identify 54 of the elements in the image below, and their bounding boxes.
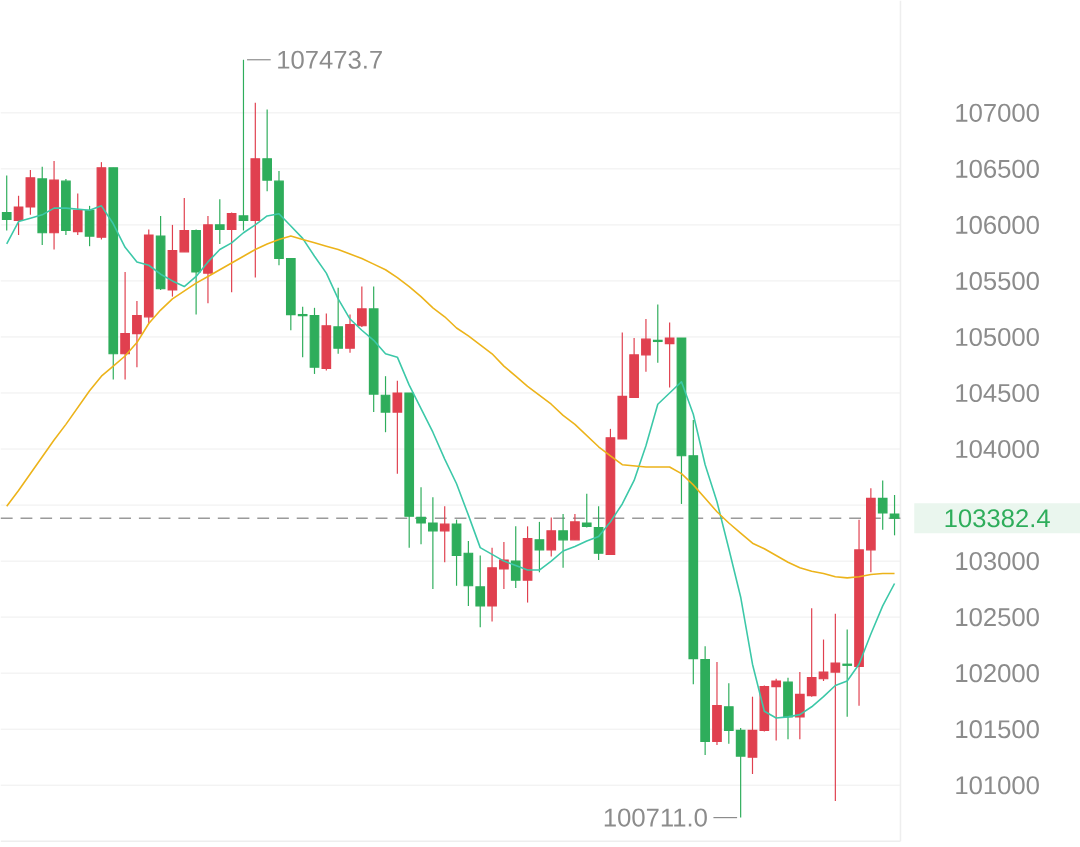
y-tick-label: 103000 <box>956 551 1039 571</box>
candlestick <box>546 516 557 558</box>
candlestick <box>558 513 568 569</box>
candlestick <box>226 211 237 293</box>
ref-line-label: 103382.4 <box>945 509 1050 528</box>
annotation: 107473.7 <box>278 50 382 69</box>
y-tick-label: 106500 <box>956 159 1039 178</box>
y-tick-label: 102500 <box>956 607 1039 627</box>
candlestick <box>238 59 249 232</box>
y-tick-label: 101500 <box>956 720 1039 739</box>
candlestick <box>120 271 130 381</box>
candlestick <box>794 671 805 740</box>
candlestick <box>392 380 403 475</box>
candlestick <box>570 513 580 541</box>
candlestick <box>428 496 438 590</box>
y-tick-label: 104500 <box>956 383 1039 402</box>
y-tick-label: 106000 <box>956 215 1039 234</box>
candlestick <box>380 375 391 433</box>
candlestick <box>179 197 190 253</box>
candlestick <box>664 321 675 388</box>
candlestick <box>416 486 426 545</box>
y-tick-label: 104000 <box>956 439 1039 459</box>
candlestick <box>132 300 142 368</box>
candlestick <box>889 494 900 536</box>
candlestick <box>357 285 367 328</box>
candlestick <box>1 174 12 232</box>
y-tick-label: 107000 <box>956 103 1039 122</box>
candlestick <box>475 554 486 628</box>
candlestick <box>510 525 521 589</box>
y-tick-label: 101000 <box>956 776 1039 795</box>
y-tick-label: 105500 <box>956 271 1039 290</box>
candlestick <box>641 318 651 373</box>
candlestick <box>818 638 829 682</box>
candlestick <box>499 541 509 590</box>
candlestick <box>333 286 344 355</box>
candlestick <box>439 505 450 563</box>
candlestick <box>806 607 817 698</box>
candlestick <box>842 628 853 718</box>
candlestick <box>297 306 308 358</box>
candlestick <box>877 479 888 531</box>
candlestick <box>534 521 545 573</box>
candlestick <box>262 108 272 192</box>
candlestick <box>771 678 782 741</box>
y-tick-label: 102000 <box>956 663 1039 683</box>
candlestick <box>652 303 663 364</box>
candlestick <box>581 493 592 528</box>
candlestick <box>723 682 734 745</box>
candlestick <box>13 195 24 236</box>
candlestick <box>214 198 225 245</box>
annotation: 100711.0 <box>604 808 707 827</box>
candlestick <box>345 313 355 354</box>
y-tick-label: 105000 <box>956 327 1039 346</box>
candlestick <box>72 192 83 236</box>
candlestick <box>830 613 841 802</box>
